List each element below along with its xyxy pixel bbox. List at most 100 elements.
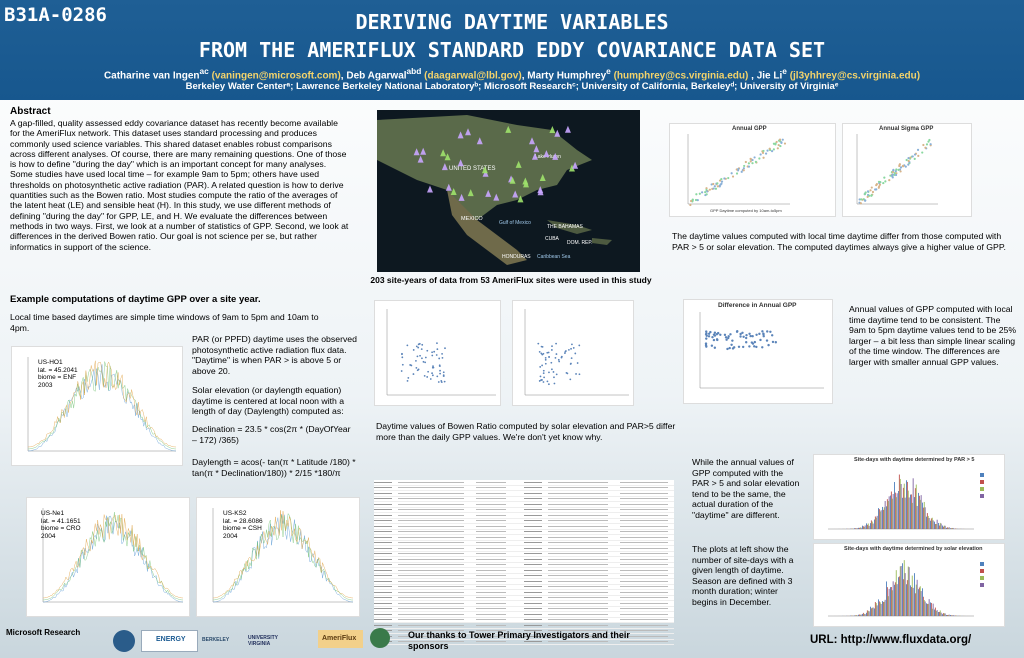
table-row — [374, 507, 674, 513]
histogram-bar — [860, 614, 862, 616]
scatter-point — [777, 143, 780, 147]
histogram-bar — [899, 566, 901, 616]
scatter-point — [742, 335, 745, 338]
table-row — [374, 623, 674, 629]
scatter-point — [731, 339, 734, 342]
logo-text: Microsoft Research — [6, 628, 81, 637]
scatter-point — [761, 151, 765, 155]
scatter-point — [904, 165, 907, 168]
table-row — [374, 601, 674, 607]
scatter-point — [710, 344, 714, 347]
site-marker — [564, 125, 571, 133]
poster-header: B31A-0286 DERIVING DAYTIME VARIABLES FRO… — [0, 0, 1024, 100]
histogram-bar — [911, 575, 913, 616]
scatter-point — [415, 366, 418, 369]
histogram-bar — [940, 523, 942, 529]
table-row — [374, 595, 674, 601]
table-row — [374, 551, 674, 557]
table-row — [374, 491, 674, 497]
site-plot-us-ne1: US-Ne1 lat. = 41.1651 biome = CRO 2004 — [26, 497, 190, 617]
site-marker — [426, 185, 433, 193]
site-marker — [481, 166, 488, 174]
series-line — [27, 360, 177, 448]
site-marker — [467, 189, 474, 197]
site-marker — [554, 129, 561, 137]
scatter-point — [753, 340, 757, 344]
histogram-bar — [944, 613, 946, 616]
histogram-bar — [919, 499, 921, 529]
histogram-bar — [878, 508, 879, 529]
scatter-point — [551, 345, 553, 348]
series-line — [212, 514, 354, 603]
scatter-point — [729, 333, 732, 336]
chart-title: Site-days with daytime determined by PAR… — [854, 457, 975, 463]
histogram-bar — [868, 525, 870, 529]
url-link[interactable]: URL: http://www.fluxdata.org/ — [810, 634, 972, 646]
abstract-body: A gap-filled, quality assessed eddy cova… — [10, 118, 349, 252]
table-row — [374, 579, 674, 585]
histogram-bar — [875, 517, 877, 529]
histogram-bar — [855, 615, 857, 616]
logo-text: UNIVERSITY VIRGINIA — [248, 635, 278, 647]
uva-logo: UNIVERSITY VIRGINIA — [248, 630, 298, 650]
author-email[interactable]: (jl3yhhrey@cs.virginia.edu) — [789, 70, 921, 82]
site-marker — [533, 145, 540, 153]
annual-caption: The daytime values computed with local t… — [672, 231, 1006, 252]
histogram-bar — [896, 493, 898, 529]
chart-title: Annual Sigma GPP — [879, 126, 934, 132]
author-email[interactable]: (humphrey@cs.virginia.edu) — [613, 70, 749, 82]
histogram-bar — [882, 601, 883, 616]
site-marker — [450, 187, 457, 195]
histogram-bar — [874, 602, 876, 616]
scatter-point — [745, 341, 748, 344]
scatter-point — [737, 345, 741, 348]
scatter-point — [735, 172, 739, 175]
histogram-bar — [875, 603, 877, 616]
histogram-bar — [943, 613, 945, 616]
scatter-point — [899, 170, 902, 173]
scatter-point — [542, 372, 545, 375]
scatter-point — [575, 373, 577, 375]
abstract-heading: Abstract — [10, 106, 51, 117]
author-line: Catharine van Ingenac (vaningen@microsof… — [103, 66, 921, 82]
scatter-point — [755, 333, 758, 337]
author-email[interactable]: (vaningen@microsoft.com) — [211, 70, 341, 82]
histogram-bar — [914, 497, 915, 529]
difference-caption: Annual values of GPP computed with local… — [849, 304, 1017, 367]
scatter-point — [417, 346, 420, 349]
histogram-bar — [931, 608, 933, 616]
author-email[interactable]: (daagarwal@lbl.gov) — [424, 70, 522, 82]
site-lat: lat. = 28.6086 — [223, 517, 263, 525]
site-marker — [522, 177, 529, 185]
series-line — [27, 364, 177, 452]
scatter-point — [743, 164, 746, 168]
histogram-bar — [904, 573, 906, 616]
scatter-point — [751, 158, 754, 162]
site-marker — [572, 161, 579, 169]
site-marker — [537, 188, 544, 196]
scatter-point — [550, 349, 553, 351]
histogram-bar — [880, 603, 882, 616]
scatter-point — [905, 158, 908, 162]
scatter-point — [783, 142, 787, 145]
histogram-bar — [882, 509, 884, 529]
histogram-bar — [946, 614, 947, 616]
histogram-bar — [898, 491, 899, 529]
histogram-bar — [866, 610, 868, 616]
histogram-bar — [876, 605, 878, 616]
scatter-point — [742, 167, 745, 170]
histogram-bar — [864, 614, 866, 616]
site-biome: biome = CRO — [41, 525, 81, 532]
histogram-bar — [910, 585, 911, 616]
scatter-point — [541, 353, 544, 356]
histogram-bar — [906, 481, 908, 529]
scatter-point — [749, 334, 752, 338]
scatter-point — [730, 172, 733, 175]
scatter-point — [713, 185, 716, 188]
scatter-point — [709, 330, 712, 334]
series-line — [42, 512, 184, 601]
scatter-point — [898, 163, 901, 166]
table-row — [374, 496, 674, 502]
histogram-bar — [935, 523, 937, 529]
author-sup: abd — [406, 66, 422, 76]
